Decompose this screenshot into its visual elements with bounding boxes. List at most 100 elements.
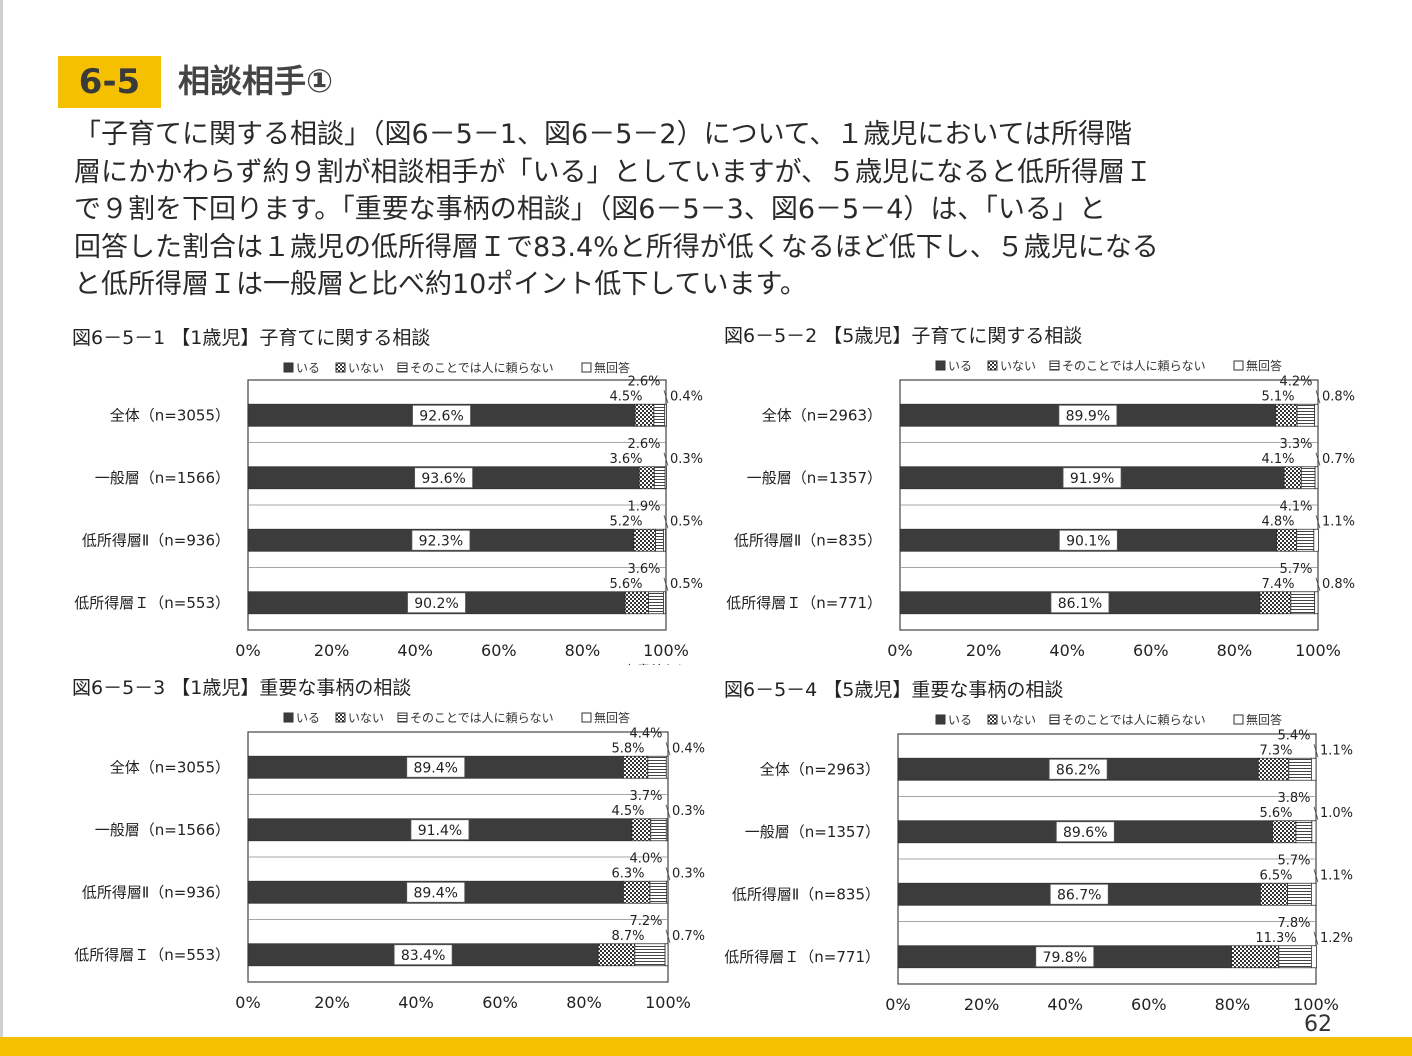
category-label: 全体（n=2963） bbox=[762, 406, 882, 424]
value-label-mukaitou: 1.2% bbox=[1320, 931, 1353, 946]
bar-segment bbox=[623, 755, 649, 779]
value-label-box bbox=[1048, 758, 1108, 780]
x-tick-label: 20% bbox=[314, 993, 350, 1012]
value-label-tanomanai: 1.9% bbox=[627, 499, 660, 514]
value-label-box bbox=[412, 404, 471, 426]
chart-6-5-3: 図6－5－3 【1歳児】重要な事柄の相談 いる いない そのことでは人に頼らない 無回答… bbox=[60, 670, 710, 1015]
value-label-mukaitou: 0.7% bbox=[672, 929, 705, 944]
chart-title: 図6－5－2 【5歳児】子育てに関する相談 bbox=[724, 325, 1082, 347]
value-label-mukaitou: 1.1% bbox=[1320, 743, 1353, 758]
value-label-mukaitou: 0.3% bbox=[670, 452, 703, 467]
x-tick-label: 60% bbox=[1133, 641, 1169, 660]
value-label-iru: 86.7% bbox=[1057, 887, 1101, 903]
x-tick-label: 40% bbox=[398, 993, 434, 1012]
value-label-mukaitou: 0.5% bbox=[670, 514, 703, 529]
value-label-iru: 90.1% bbox=[1066, 533, 1110, 549]
bar-segment bbox=[1314, 403, 1319, 427]
legend-label: 無回答 bbox=[1246, 358, 1282, 373]
leader-line bbox=[665, 929, 671, 943]
bar-segment bbox=[1314, 591, 1319, 615]
leader-line bbox=[1313, 931, 1319, 945]
bar-segment bbox=[1296, 528, 1315, 552]
x-tick-label: 20% bbox=[314, 641, 350, 660]
value-label-tanomanai: 7.8% bbox=[1277, 916, 1310, 931]
chart-6-5-2: 図6－5－2 【5歳児】子育てに関する相談 いる いない そのことでは人に頼らない 無回… bbox=[712, 318, 1367, 663]
chart-6-5-1: 図6－5－1 【1歳児】子育てに関する相談 いる いない そのことでは人に頼らない 無回… bbox=[60, 320, 710, 665]
bar-segment bbox=[1276, 528, 1298, 552]
value-label-box bbox=[414, 467, 474, 489]
bar-segment bbox=[1311, 882, 1317, 906]
value-label-tanomanai: 2.6% bbox=[627, 374, 660, 389]
x-tick-label: 80% bbox=[1215, 995, 1251, 1014]
summary-paragraph: 「子育てに関する相談」（図6－5－1、図6－5－2）について、１歳児においては所… bbox=[74, 116, 1354, 304]
value-label-box bbox=[410, 819, 470, 841]
bar-segment bbox=[1275, 403, 1298, 427]
bar-segment bbox=[634, 943, 666, 967]
leader-line bbox=[663, 452, 669, 466]
value-label-inai: 4.8% bbox=[1261, 514, 1294, 529]
page-number: 62 bbox=[1304, 1012, 1332, 1037]
value-label-mukaitou: 0.8% bbox=[1322, 389, 1355, 404]
x-tick-label: 20% bbox=[964, 995, 1000, 1014]
value-label-box bbox=[411, 529, 471, 551]
value-label-iru: 86.1% bbox=[1058, 596, 1102, 612]
bar-segment bbox=[638, 466, 655, 490]
category-label: 全体（n=2963） bbox=[760, 760, 880, 778]
bar-segment bbox=[1272, 820, 1297, 844]
value-label-box bbox=[1055, 821, 1115, 843]
legend-swatch bbox=[397, 362, 408, 373]
significance-note: ※有意差なし bbox=[613, 663, 689, 665]
value-label-iru: 91.4% bbox=[418, 823, 462, 839]
value-label-inai: 8.7% bbox=[611, 929, 644, 944]
category-label: 一般層（n=1357） bbox=[745, 823, 880, 841]
chart-6-5-4: 図6－5－4 【5歳児】重要な事柄の相談 いる いない そのことでは人に頼らない 無回答… bbox=[712, 672, 1367, 1017]
bar-segment bbox=[1295, 820, 1313, 844]
x-tick-label: 0% bbox=[885, 995, 910, 1014]
chart-title: 図6－5－1 【1歳児】子育てに関する相談 bbox=[72, 327, 430, 349]
legend-label: いる bbox=[296, 711, 320, 725]
legend-swatch bbox=[1049, 714, 1060, 725]
bar-segment bbox=[1231, 945, 1280, 969]
value-label-inai: 4.1% bbox=[1261, 452, 1294, 467]
bar-segment bbox=[1287, 882, 1312, 906]
category-label: 低所得層Ｉ（n=771） bbox=[724, 948, 880, 966]
legend-label: いない bbox=[348, 361, 384, 375]
bar-segment bbox=[663, 591, 666, 615]
legend-label: そのことでは人に頼らない bbox=[410, 711, 554, 725]
x-tick-label: 40% bbox=[397, 641, 433, 660]
value-label-iru: 92.6% bbox=[419, 408, 463, 424]
value-label-iru: 89.4% bbox=[413, 760, 457, 776]
legend-label: 無回答 bbox=[1246, 712, 1282, 727]
bar-segment bbox=[1311, 945, 1317, 969]
bar-segment bbox=[1314, 466, 1319, 490]
value-label-mukaitou: 1.1% bbox=[1320, 868, 1353, 883]
legend-label: いない bbox=[1000, 359, 1036, 373]
value-label-iru: 79.8% bbox=[1043, 950, 1087, 966]
category-label: 低所得層Ⅱ（n=835） bbox=[734, 531, 882, 549]
legend-swatch bbox=[397, 712, 408, 723]
value-label-box bbox=[1050, 592, 1110, 614]
legend-swatch bbox=[283, 712, 294, 723]
legend-swatch bbox=[581, 362, 592, 373]
value-label-box bbox=[1058, 529, 1118, 551]
legend-label: いない bbox=[1000, 713, 1036, 727]
category-label: 全体（n=3055） bbox=[110, 406, 230, 424]
x-tick-label: 80% bbox=[565, 641, 601, 660]
x-tick-label: 80% bbox=[1217, 641, 1253, 660]
value-label-box bbox=[406, 756, 466, 778]
value-label-tanomanai: 7.2% bbox=[629, 914, 662, 929]
value-label-tanomanai: 3.8% bbox=[1277, 791, 1310, 806]
bar-segment bbox=[650, 818, 667, 842]
section-number-badge: 6-5 bbox=[58, 56, 161, 108]
value-label-mukaitou: 0.3% bbox=[672, 866, 705, 881]
category-label: 一般層（n=1566） bbox=[95, 821, 230, 839]
x-tick-label: 100% bbox=[1295, 641, 1341, 660]
value-label-inai: 5.2% bbox=[609, 514, 642, 529]
x-tick-label: 80% bbox=[566, 993, 602, 1012]
category-label: 全体（n=3055） bbox=[110, 758, 230, 776]
bar-segment bbox=[1278, 945, 1312, 969]
value-label-tanomanai: 5.7% bbox=[1279, 562, 1312, 577]
legend-swatch bbox=[987, 714, 998, 725]
